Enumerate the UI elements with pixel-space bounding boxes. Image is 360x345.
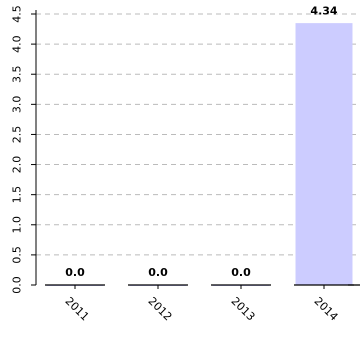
labels: 0.0 0.5 1.0 1.5 2.0 2.5 3.0 3.5 4.0 4.5 0.0 2011 0.0… (11, 5, 341, 324)
bar-value-label: 4.34 (310, 5, 337, 18)
y-tick-label: 2.0 (11, 156, 24, 174)
y-tick-label: 3.5 (11, 65, 24, 83)
x-tick-label: 2012 (146, 295, 175, 324)
bar-value-label: 0.0 (231, 266, 251, 279)
y-tick-label: 2.5 (11, 126, 24, 144)
y-tick-label: 4.5 (11, 5, 24, 23)
y-tick-label: 1.0 (11, 216, 24, 234)
bar-value-label: 0.0 (65, 266, 85, 279)
bar-value-label: 0.0 (148, 266, 168, 279)
x-tick-label: 2013 (229, 295, 258, 324)
y-tick-label: 4.0 (11, 35, 24, 53)
x-tick-label: 2011 (63, 295, 92, 324)
x-tick-label: 2014 (312, 295, 341, 324)
y-tick-label: 0.5 (11, 246, 24, 264)
axes (31, 10, 360, 289)
bar-2014 (295, 23, 353, 286)
y-tick-label: 1.5 (11, 186, 24, 204)
y-tick-label: 0.0 (11, 276, 24, 294)
y-tick-label: 3.0 (11, 96, 24, 114)
bars (46, 23, 353, 286)
